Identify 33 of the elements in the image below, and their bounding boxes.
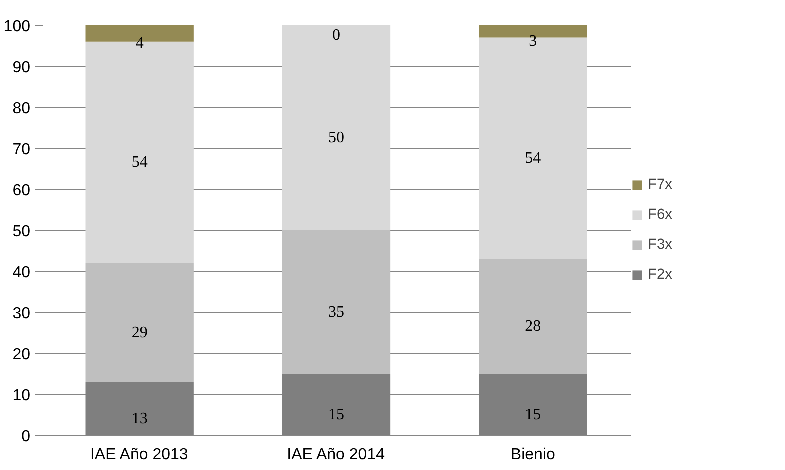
- x-tick-label: IAE Año 2014: [287, 446, 386, 464]
- y-tick-label: 60: [12, 182, 31, 200]
- legend-label: F2x: [648, 267, 672, 283]
- legend-label: F7x: [648, 177, 672, 193]
- data-label: 54: [132, 154, 148, 172]
- y-tick-label: 30: [12, 306, 31, 322]
- y-tick-label: 100: [4, 18, 31, 36]
- data-label: 50: [328, 130, 344, 146]
- legend-label: F3x: [648, 237, 672, 253]
- data-label: 15: [328, 406, 344, 424]
- bar: [86, 263, 194, 382]
- y-tick-label: 90: [12, 60, 31, 76]
- data-label: 3: [529, 33, 538, 50]
- y-tick-label: 80: [12, 100, 31, 118]
- bar: [282, 230, 391, 374]
- data-label: 0: [332, 27, 340, 44]
- data-label: 54: [525, 150, 542, 167]
- legend-label: F6x: [648, 207, 672, 223]
- y-tick-label: 10: [12, 388, 31, 404]
- y-tick-label: 40: [12, 264, 31, 282]
- data-label: 13: [132, 410, 148, 428]
- y-tick-label: 20: [12, 346, 31, 364]
- y-tick-label: 0: [22, 428, 31, 446]
- y-tick-label: 50: [12, 224, 31, 240]
- data-label: 35: [328, 304, 344, 321]
- y-tick-label: 70: [12, 142, 31, 158]
- bar: [282, 26, 391, 230]
- x-tick-label: IAE Año 2013: [90, 446, 188, 464]
- data-label: 29: [132, 324, 148, 342]
- data-label: 28: [525, 318, 542, 336]
- data-label: 15: [525, 406, 542, 424]
- x-tick-label: Bienio: [510, 446, 556, 464]
- bar: [479, 259, 588, 374]
